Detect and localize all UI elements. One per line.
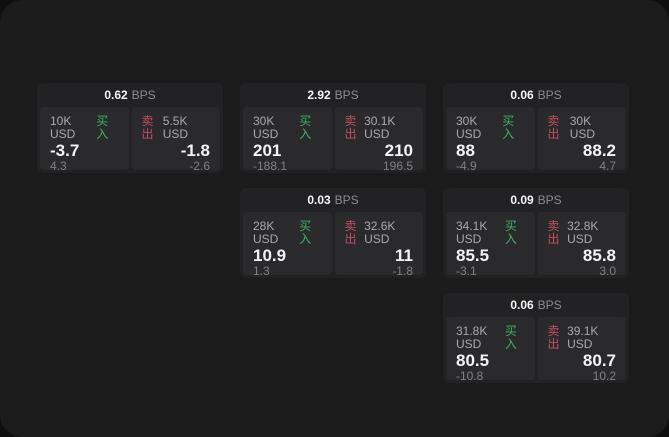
bps-header: 0.06 BPS (446, 293, 626, 317)
buy-delta-value: 1.3 (253, 264, 270, 278)
bps-unit-label: BPS (334, 193, 359, 207)
quote-card-grid: 0.62 BPS 10K USD 买入 -3.7 4.3 卖出 5.5K USD (37, 83, 629, 383)
buy-label: 买入 (504, 219, 517, 246)
sell-price-value: 80.7 (582, 351, 616, 370)
sell-amount-label: 5.5K USD (162, 114, 189, 141)
buy-amount-label: 30K USD (456, 114, 482, 141)
sell-price-value: 88.2 (582, 141, 616, 160)
buy-label: 买入 (502, 114, 515, 141)
bps-value: 0.06 (510, 88, 534, 102)
buy-price-value: 88 (456, 141, 475, 160)
bps-header: 0.03 BPS (243, 188, 423, 212)
bps-unit-label: BPS (334, 88, 359, 102)
buy-panel[interactable]: 28K USD 买入 10.9 1.3 (243, 212, 332, 278)
sell-price-value: 210 (384, 141, 413, 160)
sell-label: 卖出 (547, 324, 560, 351)
bps-value: 0.06 (510, 298, 534, 312)
bps-header: 2.92 BPS (243, 83, 423, 107)
buy-price-value: 85.5 (456, 246, 490, 265)
buy-delta-value: -188.1 (253, 159, 288, 173)
buy-amount-label: 34.1K USD (456, 219, 488, 246)
buy-delta-value: -10.8 (456, 369, 484, 383)
quote-card: 0.03 BPS 28K USD 买入 10.9 1.3 卖出 32.6K US… (240, 188, 426, 278)
sell-panel[interactable]: 卖出 30K USD 88.2 4.7 (537, 107, 626, 173)
sell-panel[interactable]: 卖出 32.6K USD 11 -1.8 (334, 212, 423, 278)
bps-unit-label: BPS (131, 88, 156, 102)
buy-price-value: 10.9 (253, 246, 287, 265)
bps-unit-label: BPS (537, 298, 562, 312)
buy-panel[interactable]: 30K USD 买入 201 -188.1 (243, 107, 332, 173)
buy-price-value: 201 (253, 141, 282, 160)
sell-panel[interactable]: 卖出 5.5K USD -1.8 -2.6 (131, 107, 220, 173)
quote-card: 0.06 BPS 30K USD 买入 88 -4.9 卖出 30K USD (443, 83, 629, 173)
sell-label: 卖出 (547, 219, 560, 246)
buy-label: 买入 (299, 114, 312, 141)
sell-panel[interactable]: 卖出 30.1K USD 210 196.5 (334, 107, 423, 173)
sell-panel[interactable]: 卖出 32.8K USD 85.8 3.0 (537, 212, 626, 278)
bps-value: 0.09 (510, 193, 534, 207)
buy-panel[interactable]: 10K USD 买入 -3.7 4.3 (40, 107, 129, 173)
buy-delta-value: -4.9 (456, 159, 477, 173)
buy-amount-label: 10K USD (50, 114, 76, 141)
buy-price-value: -3.7 (50, 141, 80, 160)
buy-panel[interactable]: 30K USD 买入 88 -4.9 (446, 107, 535, 173)
buy-delta-value: 4.3 (50, 159, 67, 173)
buy-amount-label: 28K USD (253, 219, 279, 246)
sell-price-value: 85.8 (582, 246, 616, 265)
sell-panel[interactable]: 卖出 39.1K USD 80.7 10.2 (537, 317, 626, 383)
bps-value: 0.03 (307, 193, 331, 207)
sell-label: 卖出 (344, 219, 357, 246)
sell-amount-label: 32.8K USD (567, 219, 599, 246)
buy-label: 买入 (96, 114, 109, 141)
bps-header: 0.06 BPS (446, 83, 626, 107)
sell-delta-value: 10.2 (592, 369, 616, 383)
sell-label: 卖出 (141, 114, 154, 141)
quote-card: 0.62 BPS 10K USD 买入 -3.7 4.3 卖出 5.5K USD (37, 83, 223, 173)
bps-header: 0.62 BPS (40, 83, 220, 107)
buy-delta-value: -3.1 (456, 264, 477, 278)
sell-label: 卖出 (547, 114, 560, 141)
sell-delta-value: 3.0 (599, 264, 616, 278)
sell-delta-value: -2.6 (189, 159, 210, 173)
sell-delta-value: 4.7 (599, 159, 616, 173)
bps-unit-label: BPS (537, 193, 562, 207)
sell-amount-label: 30K USD (569, 114, 596, 141)
quote-card: 0.09 BPS 34.1K USD 买入 85.5 -3.1 卖出 32.8K… (443, 188, 629, 278)
bps-value: 0.62 (104, 88, 128, 102)
sell-amount-label: 39.1K USD (567, 324, 599, 351)
quote-card: 0.06 BPS 31.8K USD 买入 80.5 -10.8 卖出 39.1… (443, 293, 629, 383)
buy-amount-label: 31.8K USD (456, 324, 488, 351)
quote-card: 2.92 BPS 30K USD 买入 201 -188.1 卖出 30.1K … (240, 83, 426, 173)
sell-price-value: 11 (395, 246, 413, 265)
sell-amount-label: 32.6K USD (364, 219, 396, 246)
sell-delta-value: -1.8 (392, 264, 413, 278)
buy-panel[interactable]: 31.8K USD 买入 80.5 -10.8 (446, 317, 535, 383)
bps-unit-label: BPS (537, 88, 562, 102)
buy-label: 买入 (299, 219, 312, 246)
buy-amount-label: 30K USD (253, 114, 279, 141)
buy-price-value: 80.5 (456, 351, 490, 370)
sell-delta-value: 196.5 (382, 159, 413, 173)
buy-panel[interactable]: 34.1K USD 买入 85.5 -3.1 (446, 212, 535, 278)
bps-header: 0.09 BPS (446, 188, 626, 212)
buy-label: 买入 (504, 324, 517, 351)
sell-label: 卖出 (344, 114, 357, 141)
bps-value: 2.92 (307, 88, 331, 102)
sell-amount-label: 30.1K USD (364, 114, 396, 141)
sell-price-value: -1.8 (180, 141, 210, 160)
